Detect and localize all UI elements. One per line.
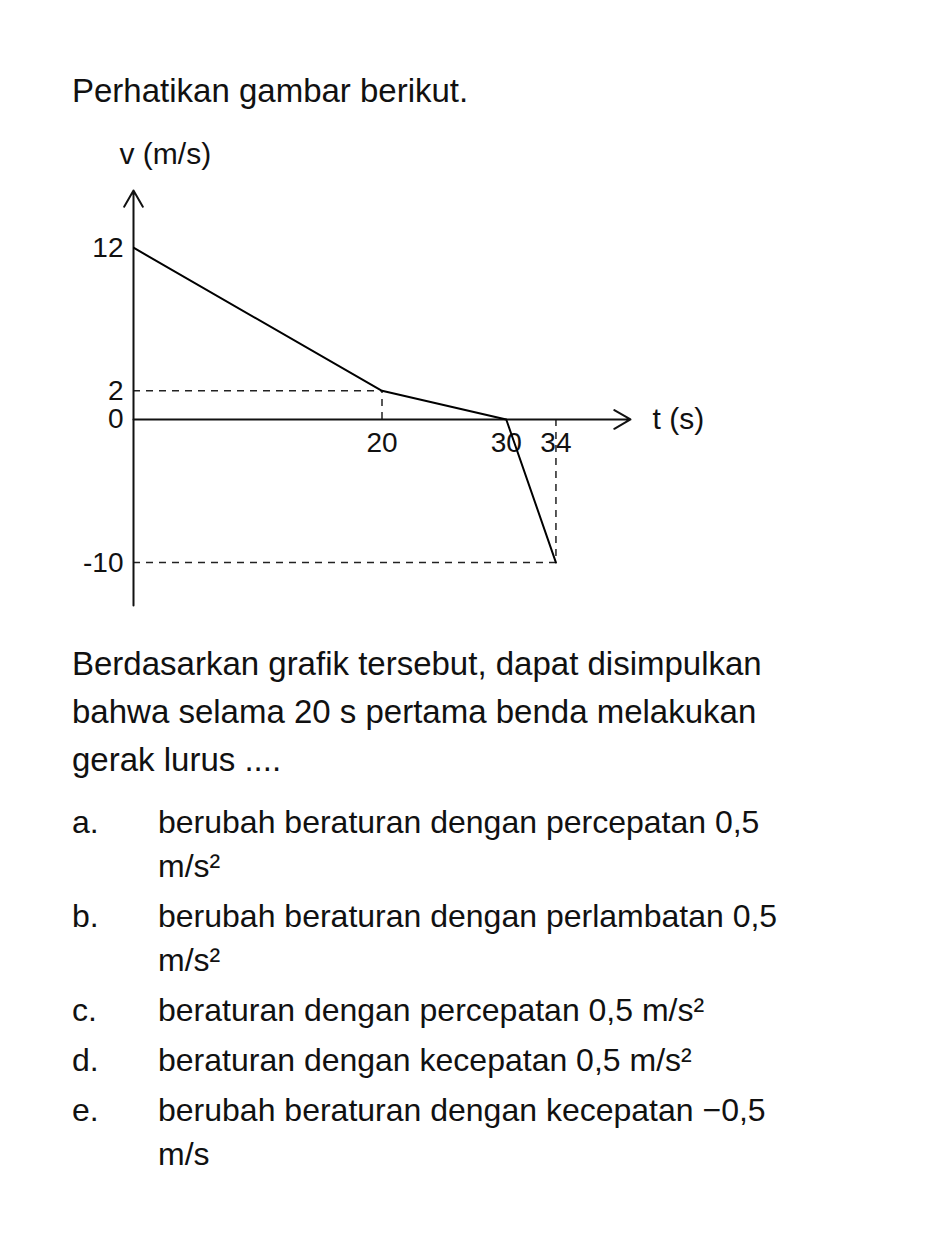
svg-text:20: 20 <box>366 427 397 458</box>
svg-text:12: 12 <box>92 232 123 263</box>
html-text:berubah beraturan dengan kecep: berubah beraturan dengan kecepatan −0,5 … <box>158 1092 766 1172</box>
html-text:berubah beraturan dengan perla: berubah beraturan dengan perlambatan 0,5… <box>158 898 778 978</box>
html-text:c.: c. <box>72 992 97 1028</box>
html-text:Berdasarkan grafik tersebut, d: Berdasarkan grafik tersebut, dapat disim… <box>72 645 762 778</box>
html-text:e.: e. <box>72 1092 99 1128</box>
svg-text:0: 0 <box>108 403 124 434</box>
html-text:b.: b. <box>72 898 99 934</box>
svg-text:v (m/s): v (m/s) <box>120 137 212 170</box>
html-text:berubah beraturan dengan perce: berubah beraturan dengan percepatan 0,5 … <box>158 804 760 884</box>
html-text:beraturan dengan percepatan 0,: beraturan dengan percepatan 0,5 m/s² <box>158 992 705 1028</box>
html-text:beraturan dengan kecepatan 0,5: beraturan dengan kecepatan 0,5 m/s² <box>158 1042 692 1078</box>
svg-text:30: 30 <box>490 427 522 459</box>
svg-text:t (s): t (s) <box>653 402 705 435</box>
html-text:d.: d. <box>72 1042 99 1078</box>
svg-text:-10: -10 <box>83 547 123 578</box>
svg-text:2: 2 <box>108 375 124 406</box>
svg-text:34: 34 <box>540 427 571 458</box>
html-text:Perhatikan gambar berikut.: Perhatikan gambar berikut. <box>72 72 469 109</box>
html-text:a.: a. <box>72 804 99 840</box>
